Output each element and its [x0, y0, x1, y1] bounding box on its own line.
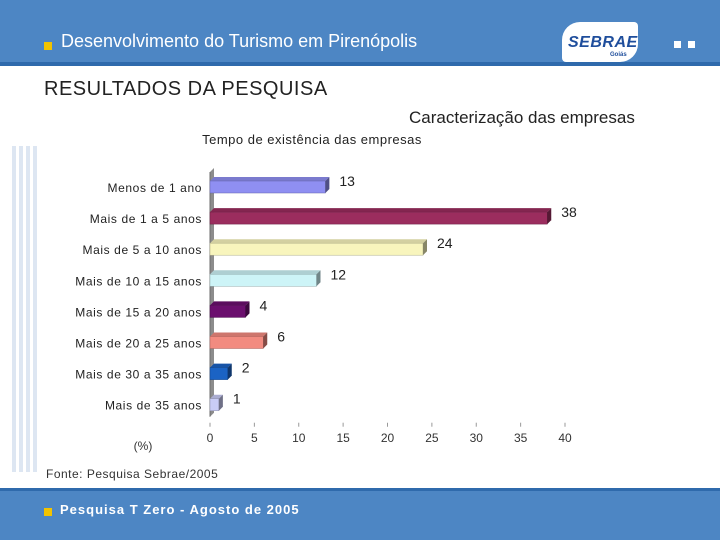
source-note: Fonte: Pesquisa Sebrae/2005	[46, 467, 219, 481]
bar-top-face	[210, 208, 552, 213]
data-label: 38	[561, 204, 577, 220]
bar-end-face	[316, 270, 321, 287]
bar-top-face	[210, 301, 250, 306]
bar-end-face	[245, 301, 250, 318]
data-label: 2	[242, 360, 250, 376]
category-label: Mais de 20 a 25 anos	[75, 337, 202, 351]
category-label: Mais de 10 a 15 anos	[75, 274, 202, 288]
bar	[209, 336, 264, 349]
bar-end-face	[227, 363, 232, 380]
bar-end-face	[218, 394, 223, 411]
x-tick-label: 30	[470, 431, 484, 445]
bar	[209, 274, 317, 287]
bar-top-face	[210, 332, 268, 337]
footer-text: Pesquisa T Zero - Agosto de 2005	[60, 502, 300, 517]
bar-end-face	[547, 208, 552, 225]
category-label: Mais de 5 a 10 anos	[83, 243, 202, 257]
chart-title: Tempo de existência das empresas	[202, 132, 422, 147]
bar-chart: Tempo de existência das empresas 0 5 10 15 20…	[75, 132, 577, 453]
x-tick-label: 15	[336, 431, 350, 445]
bar-top-face	[210, 270, 321, 275]
corner-square-icon	[674, 41, 681, 48]
bar	[209, 180, 326, 194]
logo-wordmark: SEBRAE	[568, 34, 638, 51]
bar-end-face	[263, 332, 268, 349]
x-tick-label: 25	[425, 431, 439, 445]
axis-wall	[210, 168, 214, 417]
sebrae-logo: SEBRAE Goiás	[562, 22, 640, 64]
section-title: RESULTADOS DA PESQUISA	[44, 78, 328, 100]
bar	[209, 211, 548, 225]
bar-top-face	[210, 394, 223, 399]
x-tick-label: 10	[292, 431, 306, 445]
footer-bar	[0, 488, 720, 540]
data-label: 6	[277, 329, 285, 345]
x-tick-label: 40	[558, 431, 572, 445]
x-tick-label: 0	[207, 431, 214, 445]
bar-end-face	[423, 239, 427, 256]
data-label: 13	[339, 173, 355, 189]
logo-region: Goiás	[610, 52, 627, 58]
category-label: Mais de 35 anos	[105, 399, 202, 413]
logo-badge	[562, 22, 638, 62]
bar	[209, 398, 220, 411]
x-axis-label: (%)	[134, 439, 153, 453]
page-title: Desenvolvimento do Turismo em Pirenópoli…	[61, 31, 418, 51]
category-label: Menos de 1 ano	[108, 181, 202, 195]
data-label: 24	[437, 235, 453, 251]
bar-end-face	[325, 177, 330, 193]
bar	[209, 367, 228, 380]
bar	[209, 242, 424, 256]
decorative-stripes	[12, 146, 38, 472]
data-label: 4	[260, 297, 268, 313]
x-tick-label: 5	[251, 431, 258, 445]
bar-top-face	[210, 239, 427, 244]
section-subtitle: Caracterização das empresas	[409, 108, 635, 127]
corner-square-icon	[688, 41, 695, 48]
x-tick-label: 20	[381, 431, 395, 445]
category-label: Mais de 30 a 35 anos	[75, 368, 202, 382]
bar-top-face	[210, 177, 330, 181]
data-label: 1	[233, 391, 241, 407]
bar	[209, 305, 246, 318]
x-tick-label: 35	[514, 431, 528, 445]
category-label: Mais de 15 a 20 anos	[75, 305, 202, 319]
header-bullet-icon	[44, 42, 52, 50]
footer-rule	[0, 488, 720, 491]
data-label: 12	[331, 266, 347, 282]
category-label: Mais de 1 a 5 anos	[90, 212, 202, 226]
bar-top-face	[210, 363, 232, 368]
footer-bullet-icon	[44, 508, 52, 516]
header-rule	[0, 62, 720, 66]
